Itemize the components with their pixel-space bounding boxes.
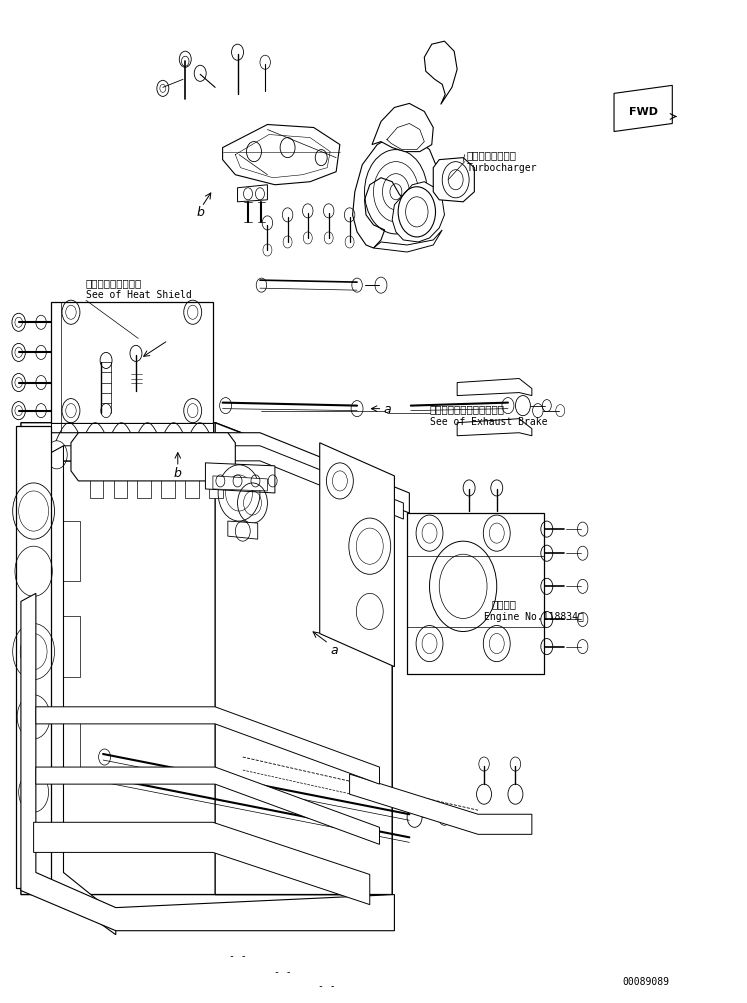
Text: 適用号機: 適用号機 <box>492 599 516 609</box>
Polygon shape <box>457 419 532 436</box>
Polygon shape <box>71 433 235 481</box>
Text: See of Exhaust Brake: See of Exhaust Brake <box>430 416 547 426</box>
Polygon shape <box>36 767 379 845</box>
Bar <box>54 522 80 582</box>
Text: - -: - - <box>229 950 247 960</box>
Polygon shape <box>228 522 258 540</box>
Text: Turbocharger: Turbocharger <box>467 162 537 173</box>
Text: エキゾーストブレーキ参照: エキゾーストブレーキ参照 <box>430 404 504 414</box>
Bar <box>90 448 103 498</box>
Polygon shape <box>374 231 442 253</box>
Polygon shape <box>350 774 532 834</box>
Polygon shape <box>16 426 51 888</box>
Bar <box>209 448 223 498</box>
Text: Engine No.118834～: Engine No.118834～ <box>484 612 584 622</box>
Text: b: b <box>196 207 204 219</box>
Polygon shape <box>353 135 437 249</box>
Polygon shape <box>36 707 379 784</box>
Bar <box>137 448 151 498</box>
Polygon shape <box>34 822 370 905</box>
Bar <box>54 712 80 772</box>
Text: a: a <box>331 644 338 656</box>
Polygon shape <box>614 86 672 132</box>
Polygon shape <box>424 42 457 105</box>
Text: ターボチャージャ: ターボチャージャ <box>467 150 517 160</box>
Polygon shape <box>372 104 433 152</box>
Text: a: a <box>383 403 391 415</box>
Polygon shape <box>320 443 394 667</box>
Polygon shape <box>213 476 267 491</box>
Polygon shape <box>21 594 394 931</box>
Polygon shape <box>196 445 211 456</box>
Text: FWD: FWD <box>629 107 657 117</box>
Text: 00089089: 00089089 <box>623 976 669 986</box>
Bar <box>161 448 175 498</box>
Text: b: b <box>174 467 182 479</box>
Text: ヒートシールド参照: ヒートシールド参照 <box>86 278 142 288</box>
Bar <box>185 448 199 498</box>
Polygon shape <box>215 423 392 895</box>
Polygon shape <box>433 158 474 203</box>
Text: - -: - - <box>318 980 336 990</box>
Polygon shape <box>205 463 275 493</box>
Polygon shape <box>21 423 392 895</box>
Polygon shape <box>223 125 340 186</box>
Polygon shape <box>51 303 213 423</box>
Bar <box>114 448 127 498</box>
Polygon shape <box>63 446 403 520</box>
Polygon shape <box>238 186 267 203</box>
Bar <box>54 617 80 677</box>
Polygon shape <box>51 423 213 439</box>
Polygon shape <box>51 433 409 514</box>
Text: See of Heat Shield: See of Heat Shield <box>86 290 192 300</box>
Polygon shape <box>51 446 116 935</box>
Polygon shape <box>457 379 532 396</box>
Polygon shape <box>392 183 444 243</box>
Polygon shape <box>407 514 544 674</box>
Text: - -: - - <box>273 966 291 976</box>
